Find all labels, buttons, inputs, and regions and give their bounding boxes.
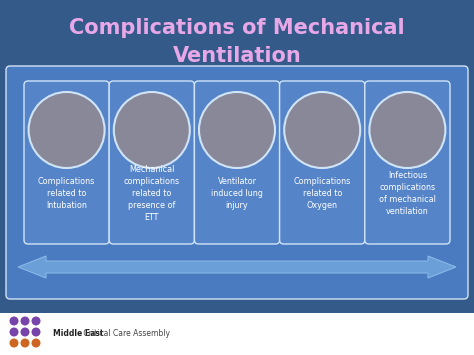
- Circle shape: [20, 317, 29, 326]
- Circle shape: [284, 92, 360, 168]
- FancyBboxPatch shape: [109, 81, 194, 244]
- Text: Ventilation: Ventilation: [173, 46, 301, 66]
- Polygon shape: [18, 256, 456, 278]
- Circle shape: [9, 328, 18, 337]
- Text: Complications
related to
Intubation: Complications related to Intubation: [38, 177, 95, 210]
- Circle shape: [20, 328, 29, 337]
- Text: Critical Care Assembly: Critical Care Assembly: [81, 329, 170, 339]
- Text: Mechanical
complications
related to
presence of
ETT: Mechanical complications related to pres…: [124, 165, 180, 222]
- Text: Complications of Mechanical: Complications of Mechanical: [69, 18, 405, 38]
- FancyBboxPatch shape: [6, 66, 468, 299]
- Text: Infectious
complications
of mechanical
ventilation: Infectious complications of mechanical v…: [379, 171, 436, 216]
- Circle shape: [9, 317, 18, 326]
- FancyBboxPatch shape: [24, 81, 109, 244]
- Circle shape: [31, 328, 40, 337]
- FancyBboxPatch shape: [280, 81, 365, 244]
- Circle shape: [114, 92, 190, 168]
- Circle shape: [9, 339, 18, 348]
- Circle shape: [28, 92, 105, 168]
- FancyBboxPatch shape: [365, 81, 450, 244]
- Text: Ventilator
induced lung
injury: Ventilator induced lung injury: [211, 177, 263, 210]
- Circle shape: [20, 339, 29, 348]
- FancyBboxPatch shape: [0, 313, 474, 355]
- Circle shape: [31, 339, 40, 348]
- Circle shape: [31, 317, 40, 326]
- Text: Complications
related to
Oxygen: Complications related to Oxygen: [293, 177, 351, 210]
- Text: Middle East: Middle East: [53, 329, 103, 339]
- FancyBboxPatch shape: [194, 81, 280, 244]
- Circle shape: [199, 92, 275, 168]
- Circle shape: [369, 92, 446, 168]
